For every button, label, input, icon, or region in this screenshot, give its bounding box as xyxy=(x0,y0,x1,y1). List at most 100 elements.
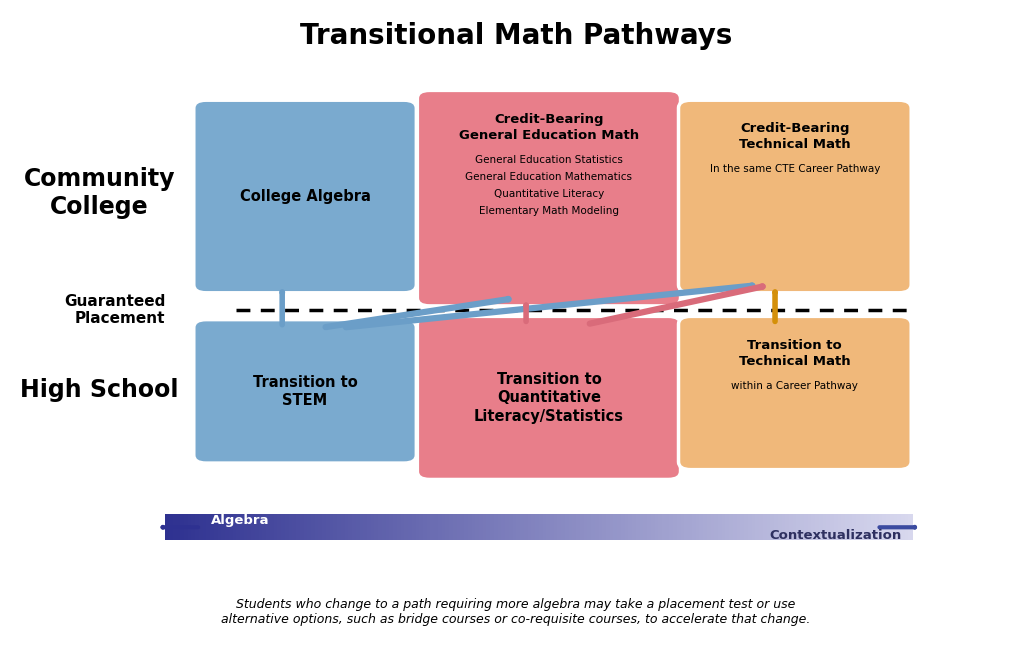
Bar xyxy=(423,514,428,540)
Bar xyxy=(285,514,290,540)
Bar xyxy=(785,514,790,540)
Bar xyxy=(438,514,442,540)
Bar xyxy=(237,514,241,540)
Text: General Education Statistics: General Education Statistics xyxy=(475,155,623,164)
Bar xyxy=(273,514,279,540)
Bar xyxy=(196,514,200,540)
Bar xyxy=(890,514,895,540)
Bar xyxy=(550,514,555,540)
Text: Credit-Bearing
General Education Math: Credit-Bearing General Education Math xyxy=(459,113,639,141)
Bar xyxy=(490,514,495,540)
Bar xyxy=(214,514,219,540)
Bar xyxy=(883,514,887,540)
Bar xyxy=(352,514,356,540)
Bar xyxy=(218,514,222,540)
Bar xyxy=(598,514,603,540)
Bar xyxy=(531,514,536,540)
Bar xyxy=(797,514,801,540)
Bar xyxy=(658,514,663,540)
Bar xyxy=(378,514,383,540)
Bar xyxy=(788,514,794,540)
Bar xyxy=(486,514,492,540)
Text: In the same CTE Career Pathway: In the same CTE Career Pathway xyxy=(710,164,880,174)
Bar xyxy=(464,514,469,540)
Bar xyxy=(830,514,835,540)
Bar xyxy=(355,514,360,540)
Bar xyxy=(591,514,596,540)
Bar xyxy=(722,514,726,540)
Bar xyxy=(736,514,741,540)
Bar xyxy=(199,514,204,540)
Bar xyxy=(386,514,390,540)
Bar xyxy=(845,514,850,540)
Bar xyxy=(314,514,319,540)
Bar xyxy=(520,514,525,540)
Bar xyxy=(632,514,637,540)
Bar xyxy=(842,514,846,540)
Bar xyxy=(894,514,898,540)
Bar xyxy=(856,514,861,540)
Bar xyxy=(756,514,760,540)
Bar xyxy=(636,514,641,540)
Bar xyxy=(292,514,297,540)
Bar xyxy=(498,514,503,540)
Bar xyxy=(677,514,682,540)
Bar xyxy=(311,514,315,540)
Bar xyxy=(240,514,245,540)
Bar xyxy=(364,514,368,540)
Bar xyxy=(524,514,528,540)
Bar xyxy=(654,514,659,540)
Bar xyxy=(536,514,540,540)
Bar xyxy=(729,514,734,540)
Bar xyxy=(326,514,331,540)
Bar xyxy=(345,514,349,540)
Bar xyxy=(427,514,431,540)
Bar xyxy=(838,514,843,540)
Bar xyxy=(225,514,229,540)
Bar xyxy=(203,514,208,540)
FancyBboxPatch shape xyxy=(679,316,911,470)
Bar xyxy=(901,514,906,540)
Bar xyxy=(815,514,820,540)
Text: Guaranteed
Placement: Guaranteed Placement xyxy=(63,293,165,326)
Bar xyxy=(184,514,188,540)
Bar xyxy=(808,514,812,540)
Bar xyxy=(371,514,376,540)
Bar xyxy=(584,514,589,540)
Bar xyxy=(602,514,607,540)
Bar xyxy=(482,514,487,540)
Bar xyxy=(759,514,764,540)
Bar xyxy=(897,514,902,540)
Bar xyxy=(744,514,749,540)
Bar xyxy=(323,514,327,540)
Bar xyxy=(527,514,532,540)
Bar xyxy=(781,514,786,540)
Bar xyxy=(505,514,510,540)
Bar xyxy=(169,514,174,540)
Bar xyxy=(232,514,238,540)
Bar xyxy=(468,514,472,540)
Bar xyxy=(908,514,913,540)
Bar xyxy=(516,514,521,540)
Bar xyxy=(867,514,872,540)
Bar xyxy=(409,514,413,540)
Bar xyxy=(180,514,185,540)
Bar xyxy=(860,514,864,540)
Bar xyxy=(733,514,737,540)
Text: High School: High School xyxy=(20,378,178,402)
Bar xyxy=(191,514,197,540)
Bar xyxy=(715,514,719,540)
Bar xyxy=(711,514,716,540)
Bar xyxy=(613,514,618,540)
Text: Students who change to a path requiring more algebra may take a placement test o: Students who change to a path requiring … xyxy=(221,599,811,626)
Bar xyxy=(577,514,581,540)
Bar xyxy=(819,514,823,540)
FancyBboxPatch shape xyxy=(194,320,417,463)
Bar xyxy=(228,514,233,540)
Bar xyxy=(692,514,696,540)
Bar xyxy=(565,514,569,540)
Text: Elementary Math Modeling: Elementary Math Modeling xyxy=(479,206,618,215)
Bar xyxy=(278,514,283,540)
Bar xyxy=(412,514,417,540)
Bar xyxy=(699,514,705,540)
